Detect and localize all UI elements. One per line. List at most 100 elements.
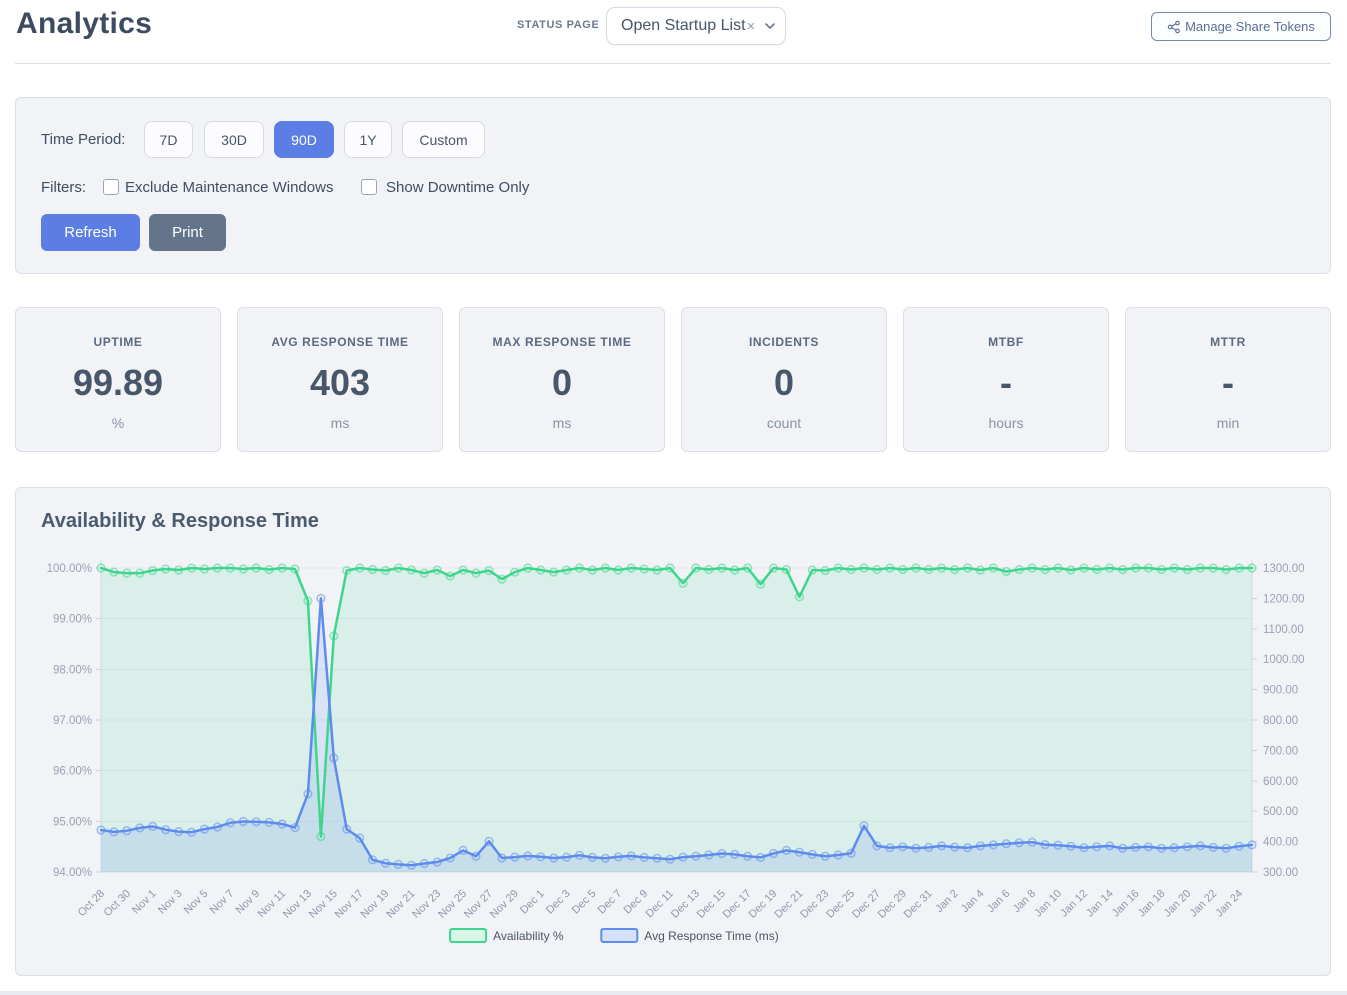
data-point-marker	[561, 852, 572, 862]
period-button-90d[interactable]: 90D	[274, 121, 334, 158]
right-axis-label: 900.00	[1263, 685, 1298, 697]
page-bottom-strip	[0, 991, 1347, 995]
data-point-marker	[1105, 563, 1115, 573]
stat-value: -	[1000, 362, 1012, 403]
data-point-marker	[523, 563, 533, 573]
data-point-marker	[872, 841, 882, 851]
right-axis-label: 300.00	[1263, 867, 1298, 879]
show-downtime-checkbox[interactable]	[361, 179, 377, 195]
data-point-marker	[678, 852, 688, 862]
data-point-marker	[122, 568, 132, 578]
data-point-marker	[1195, 563, 1205, 573]
time-period-label: Time Period:	[41, 131, 126, 148]
manage-share-tokens-button[interactable]: Manage Share Tokens	[1151, 12, 1331, 41]
data-point-marker	[329, 631, 339, 641]
data-point-marker	[730, 849, 740, 860]
data-point-marker	[148, 565, 158, 576]
header-divider	[15, 63, 1331, 64]
data-point-marker	[1027, 837, 1037, 847]
x-axis-label: Oct 28	[76, 888, 107, 919]
data-point-marker	[419, 568, 429, 578]
data-point-marker	[393, 859, 404, 870]
stat-label: AVG RESPONSE TIME	[271, 335, 409, 349]
data-point-marker	[536, 565, 546, 575]
refresh-button[interactable]: Refresh	[41, 214, 140, 251]
data-point-marker	[1143, 842, 1154, 852]
data-point-marker	[380, 565, 391, 576]
legend-swatch	[600, 928, 639, 943]
period-button-7d[interactable]: 7D	[144, 121, 193, 158]
print-button[interactable]: Print	[149, 214, 226, 251]
data-point-marker	[1234, 563, 1244, 573]
stat-label: MTTR	[1210, 335, 1246, 349]
data-point-marker	[471, 568, 481, 578]
exclude-maintenance-checkbox[interactable]	[103, 179, 119, 195]
period-button-30d[interactable]: 30D	[204, 121, 264, 158]
data-point-marker	[303, 596, 313, 606]
data-point-marker	[393, 563, 404, 573]
data-point-marker	[368, 855, 378, 865]
data-point-marker	[936, 563, 947, 573]
period-button-1y[interactable]: 1Y	[344, 121, 392, 158]
data-point-marker	[626, 563, 636, 573]
availability-response-chart[interactable]: 100.00% 99.00% 98.00% 97.00% 96.00% 95.00% 94.…	[16, 543, 1330, 973]
data-point-marker	[613, 565, 623, 575]
stats-row: UPTIME 99.89 % AVG RESPONSE TIME 403 ms …	[15, 307, 1331, 452]
data-point-marker	[251, 817, 261, 827]
data-point-marker	[742, 563, 753, 573]
data-point-marker	[303, 789, 313, 799]
stat-card-avg-response: AVG RESPONSE TIME 403 ms	[237, 307, 443, 452]
data-point-marker	[833, 563, 843, 573]
right-axis-label: 1100.00	[1263, 624, 1304, 636]
data-point-marker	[1234, 841, 1244, 851]
data-point-marker	[135, 568, 145, 578]
chart-card: Availability & Response Time 100.00% 99.0…	[15, 487, 1331, 976]
data-point-marker	[406, 860, 417, 870]
data-point-marker	[536, 852, 546, 862]
data-point-marker	[1014, 838, 1024, 848]
exclude-maintenance-label[interactable]: Exclude Maintenance Windows	[125, 179, 334, 196]
data-point-marker	[587, 852, 598, 863]
data-point-marker	[290, 823, 300, 833]
data-point-marker	[820, 565, 830, 576]
status-page-select[interactable]: Open Startup List ×	[606, 7, 786, 45]
x-axis-label: Dec 3	[544, 888, 573, 917]
clear-selection-icon[interactable]: ×	[746, 17, 756, 35]
data-point-marker	[665, 563, 675, 573]
data-point-marker	[174, 565, 184, 575]
x-axis-label: Nov 5	[182, 888, 211, 917]
data-point-marker	[238, 816, 248, 827]
data-point-marker	[949, 842, 960, 852]
page-title: Analytics	[16, 7, 153, 40]
data-point-marker	[949, 564, 960, 575]
x-axis-label: Jan 10	[1032, 888, 1064, 920]
data-point-marker	[1079, 563, 1089, 573]
data-point-marker	[1247, 840, 1257, 850]
data-point-marker	[342, 824, 352, 834]
period-button-custom[interactable]: Custom	[402, 121, 485, 158]
legend-swatch	[449, 928, 488, 943]
data-point-marker	[962, 563, 973, 573]
right-axis-label: 500.00	[1263, 806, 1298, 818]
data-point-marker	[613, 852, 623, 862]
data-point-marker	[1105, 841, 1115, 851]
data-point-marker	[1040, 840, 1050, 850]
data-point-marker	[807, 565, 817, 575]
x-axis-label: Jan 12	[1058, 888, 1090, 920]
right-axis-label: 1200.00	[1263, 593, 1305, 605]
chevron-down-icon[interactable]	[763, 19, 777, 33]
right-axis-label: 1000.00	[1263, 654, 1305, 666]
data-point-marker	[355, 563, 365, 573]
data-point-marker	[96, 563, 106, 573]
right-axis-label: 800.00	[1263, 715, 1298, 727]
x-axis-label: Jan 22	[1187, 888, 1219, 920]
data-point-marker	[1208, 563, 1218, 573]
show-downtime-label[interactable]: Show Downtime Only	[386, 179, 530, 196]
data-point-marker	[225, 818, 235, 828]
data-point-marker	[1130, 563, 1141, 573]
data-point-marker	[781, 845, 792, 856]
x-axis-label: Jan 18	[1136, 888, 1168, 920]
x-axis-label: Dec 1	[518, 888, 547, 917]
data-point-marker	[1247, 563, 1257, 573]
data-point-marker	[96, 825, 106, 835]
